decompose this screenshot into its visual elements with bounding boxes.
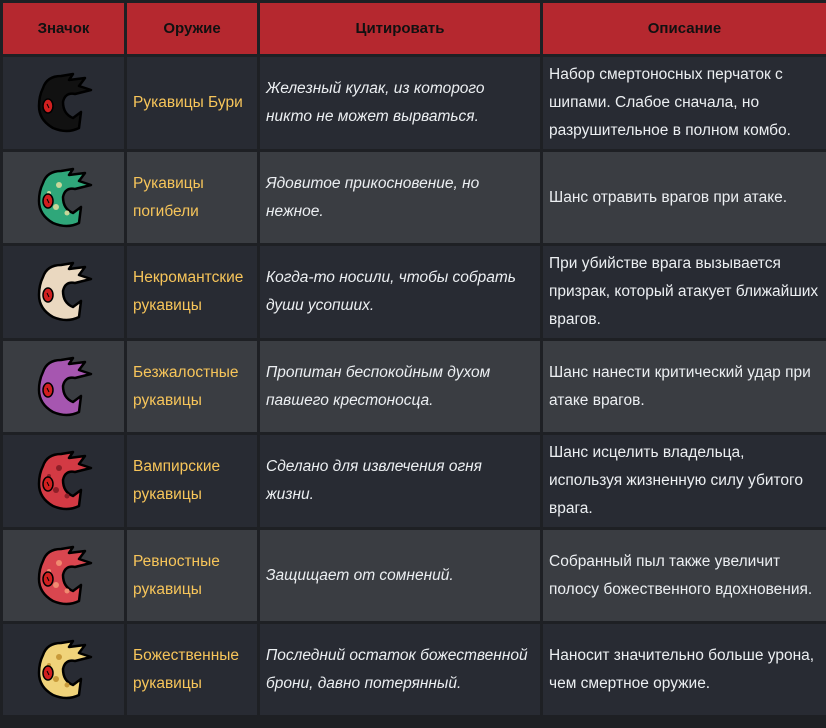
header-weapon: Оружие xyxy=(124,0,260,57)
weapon-description: Шанс исцелить владельца, используя жизне… xyxy=(540,432,826,530)
weapon-quote: Железный кулак, из которого никто не мож… xyxy=(257,54,543,152)
weapon-name: Божественные рукавицы xyxy=(124,621,260,718)
weapon-description: Шанс отравить врагов при атаке. xyxy=(540,149,826,246)
doom-gauntlets-icon xyxy=(37,167,92,227)
storm-gauntlets-icon xyxy=(37,72,92,133)
table-row: Вампирские рукавицы Сделано для извлечен… xyxy=(0,432,826,530)
header-quote: Цитировать xyxy=(257,0,543,57)
weapon-name: Ревностные рукавицы xyxy=(124,527,260,624)
table-row: Рукавицы погибели Ядовитое прикосновение… xyxy=(0,149,826,246)
table-row: Некромантские рукавицы Когда-то носили, … xyxy=(0,243,826,341)
weapon-description: При убийстве врага вызывается призрак, к… xyxy=(540,243,826,341)
weapon-name: Безжалостные рукавицы xyxy=(124,338,260,435)
icon-cell xyxy=(0,243,127,341)
weapon-description: Собранный пыл также увеличит полосу боже… xyxy=(540,527,826,624)
table-row: Ревностные рукавицы Защищает от сомнений… xyxy=(0,527,826,624)
weapon-description: Шанс нанести критический удар при атаке … xyxy=(540,338,826,435)
icon-cell xyxy=(0,527,127,624)
weapon-quote: Последний остаток божественной брони, да… xyxy=(257,621,543,718)
weapon-quote: Когда-то носили, чтобы собрать души усоп… xyxy=(257,243,543,341)
table-row: Божественные рукавицы Последний остаток … xyxy=(0,621,826,718)
weapon-name: Рукавицы погибели xyxy=(124,149,260,246)
weapon-quote: Ядовитое прикосновение, но нежное. xyxy=(257,149,543,246)
weapon-description: Наносит значительно больше урона, чем см… xyxy=(540,621,826,718)
weapon-quote: Сделано для извлечения огня жизни. xyxy=(257,432,543,530)
divine-gauntlets-icon xyxy=(37,639,92,699)
icon-cell xyxy=(0,149,127,246)
vampire-gauntlets-icon xyxy=(37,450,92,511)
header-icon: Значок xyxy=(0,0,127,57)
table-row: Безжалостные рукавицы Пропитан беспокойн… xyxy=(0,338,826,435)
ruthless-gauntlets-icon xyxy=(37,356,92,416)
weapon-name: Вампирские рукавицы xyxy=(124,432,260,530)
icon-cell xyxy=(0,621,127,718)
weapon-quote: Защищает от сомнений. xyxy=(257,527,543,624)
icon-cell xyxy=(0,432,127,530)
table-row: Рукавицы Бури Железный кулак, из которог… xyxy=(0,54,826,152)
icon-cell xyxy=(0,54,127,152)
weapon-name: Некромантские рукавицы xyxy=(124,243,260,341)
weapon-name: Рукавицы Бури xyxy=(124,54,260,152)
weapon-description: Набор смертоносных перчаток с шипами. Сл… xyxy=(540,54,826,152)
header-row: Значок Оружие Цитировать Описание xyxy=(0,0,826,57)
necromancer-gauntlets-icon xyxy=(37,261,92,322)
zealous-gauntlets-icon xyxy=(37,545,92,605)
header-description: Описание xyxy=(540,0,826,57)
weapon-quote: Пропитан беспокойным духом павшего крест… xyxy=(257,338,543,435)
icon-cell xyxy=(0,338,127,435)
